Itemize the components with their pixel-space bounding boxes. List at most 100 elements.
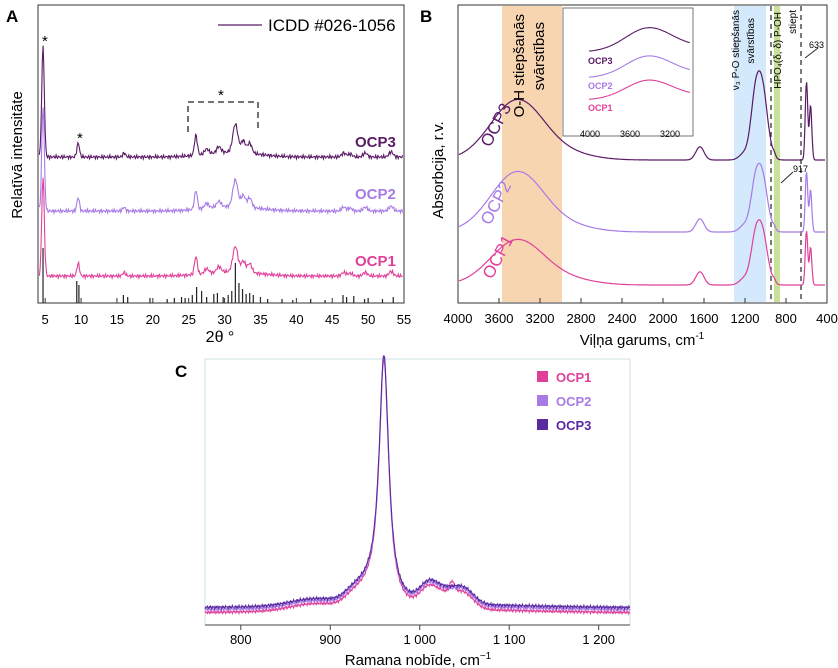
legend-label: ICDD #026-1056	[268, 16, 396, 35]
label-917: 917	[793, 164, 808, 174]
bracket-line	[187, 101, 259, 132]
legend-label-ocp2: OCP2	[556, 394, 591, 409]
inset-trace-ocp3	[588, 27, 690, 52]
inset-xtick-3600: 3600	[620, 129, 640, 139]
inset-label-ocp1: OCP1	[588, 103, 613, 113]
panel-c-legend: OCP1 OCP2 OCP3	[537, 370, 591, 433]
panel-c-xlabel-text: Ramana nobīde, cm	[345, 652, 480, 668]
c-tick-label: 1 100	[493, 632, 526, 647]
panel-c-x-ticks: 800 900 1 000 1 100 1 200	[230, 625, 615, 647]
a-tick-label: 35	[253, 312, 267, 327]
inset-trace-ocp2	[588, 55, 690, 78]
trace-ocp1	[38, 177, 403, 281]
po-band	[734, 6, 766, 302]
po-band-label-2: svārstības	[746, 18, 757, 64]
panel-a-x-ticks: 5 10 15 20 25 30 35 40 45 50 55	[42, 298, 411, 327]
peak-917-annotation: 917	[780, 164, 808, 184]
panel-b-xlabel-text: Viļņa garums, cm	[580, 332, 696, 349]
trace-ocp2	[38, 107, 404, 216]
panel-b: B OCP3 OCP2 OCP1 4000 3600 3200 O-H stie…	[420, 4, 838, 349]
trace-ocp2	[458, 162, 825, 233]
panel-b-traces	[458, 70, 825, 286]
oh-band	[502, 6, 562, 302]
hpo-band	[774, 6, 780, 302]
peak-633-annotation: 633	[804, 40, 824, 59]
star-peak-1: *	[42, 33, 48, 50]
a-tick-label: 15	[110, 312, 124, 327]
c-tick-label: 1 200	[582, 632, 615, 647]
star-bracket: *	[218, 87, 224, 104]
panel-c-xlabel-sup: −1	[480, 651, 492, 662]
panel-b-xlabel: Viļņa garums, cm-1	[580, 331, 705, 349]
label-ocp2: OCP2	[355, 186, 396, 203]
hpo-band-label: HPO₄(δ, δ) P-OH	[773, 12, 784, 89]
panel-c-traces	[204, 355, 631, 616]
b-tick-label: 2400	[608, 311, 637, 326]
c-tick-label: 900	[319, 632, 341, 647]
inset-trace-ocp1	[588, 79, 690, 100]
legend-swatch-ocp3	[537, 419, 548, 430]
a-tick-label: 45	[325, 312, 339, 327]
trace-ocp3	[458, 70, 825, 161]
inset-traces	[588, 27, 690, 100]
panel-a-ylabel: Relatīvā intensitāte	[9, 91, 26, 219]
label-ocp3: OCP3	[355, 134, 396, 151]
b-tick-label: 400	[816, 311, 838, 326]
panel-a-letter: A	[6, 7, 18, 26]
panel-b-xlabel-sup: -1	[695, 331, 704, 342]
trace-ocp3	[38, 45, 404, 161]
stiept-label: stiept	[788, 10, 799, 34]
a-tick-label: 25	[181, 312, 195, 327]
panel-a-frame	[37, 4, 405, 304]
panel-b-x-ticks: 4000 3600 3200 2800 2400 2000 1600 1200 800 400	[444, 298, 838, 326]
arrow-633	[804, 47, 819, 59]
label-633: 633	[809, 40, 824, 50]
b-tick-label: 3200	[526, 311, 555, 326]
label-ocp1: OCP1	[355, 253, 396, 270]
panel-c-letter: C	[175, 362, 187, 381]
b-tick-label: 2000	[649, 311, 678, 326]
a-tick-label: 10	[74, 312, 88, 327]
a-tick-label: 5	[42, 312, 49, 327]
legend-swatch-ocp1	[537, 371, 548, 382]
legend-swatch-ocp2	[537, 395, 548, 406]
oh-band-label-2: svārstības	[531, 22, 548, 90]
panel-c-xlabel: Ramana nobīde, cm−1	[345, 651, 492, 668]
inset-xtick-3200: 3200	[660, 129, 680, 139]
oh-band-label-1: O-H stiepšanās	[511, 14, 528, 117]
panel-b-letter: B	[420, 7, 432, 26]
inset-label-ocp3: OCP3	[588, 56, 613, 66]
a-tick-label: 55	[397, 312, 411, 327]
po-band-label-1: ν₃ P-O stiepšanās	[731, 10, 742, 90]
legend-label-ocp1: OCP1	[556, 370, 591, 385]
trace-ocp1	[458, 219, 825, 286]
panel-a-xlabel: 2θ °	[206, 329, 235, 346]
b-tick-label: 3600	[485, 311, 514, 326]
panel-b-frame	[457, 4, 828, 304]
arrow-917	[780, 171, 794, 184]
b-tick-label: 800	[775, 311, 797, 326]
panel-b-ylabel: Absorbcija, r.v.	[430, 121, 447, 218]
legend-label-ocp3: OCP3	[556, 418, 591, 433]
panel-a-traces	[38, 45, 404, 281]
c-tick-label: 800	[230, 632, 252, 647]
panel-b-inset: OCP3 OCP2 OCP1 4000 3600 3200	[562, 7, 694, 139]
a-tick-label: 50	[361, 312, 375, 327]
a-tick-label: 20	[146, 312, 160, 327]
panel-a-bracket: * * *	[42, 33, 259, 147]
a-tick-label: 40	[289, 312, 303, 327]
b-tick-label: 1200	[731, 311, 760, 326]
star-peak-2: *	[77, 130, 83, 147]
a-tick-label: 30	[217, 312, 231, 327]
trace-ocp3	[204, 355, 631, 611]
panel-c: C OCP1 OCP2 OCP3 800 900 1 000 1 100 1 200 R…	[175, 355, 631, 668]
c-tick-label: 1 000	[403, 632, 436, 647]
inset-xtick-4000: 4000	[580, 129, 600, 139]
inset-frame	[562, 7, 694, 137]
panel-a-legend: ICDD #026-1056	[218, 16, 396, 35]
inset-label-ocp2: OCP2	[588, 81, 613, 91]
b-tick-label: 1600	[690, 311, 719, 326]
panel-a: A ICDD #026-1056 * * * OCP3 OCP2 OCP1 5 1…	[6, 4, 411, 346]
b-tick-label: 2800	[567, 311, 596, 326]
